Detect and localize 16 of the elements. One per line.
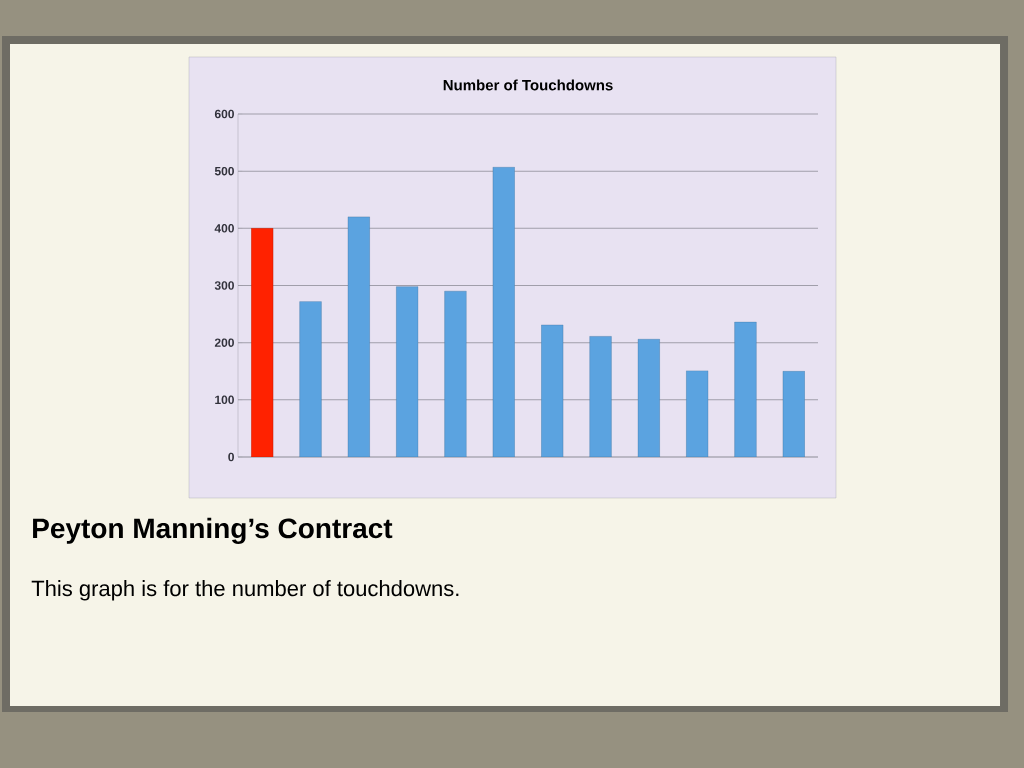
y-tick-label: 500 bbox=[214, 166, 234, 176]
bar bbox=[396, 286, 419, 457]
bar bbox=[637, 339, 660, 457]
y-tick-label: 200 bbox=[214, 338, 234, 347]
y-tick-label: 600 bbox=[214, 109, 234, 119]
y-tick-label: 100 bbox=[215, 395, 234, 405]
y-tick-label: 300 bbox=[214, 281, 234, 290]
bar bbox=[686, 370, 709, 457]
bar bbox=[734, 321, 757, 457]
y-tick-label: 400 bbox=[214, 224, 234, 233]
chart-title: Number of Touchdowns bbox=[443, 79, 613, 91]
bar bbox=[251, 228, 274, 457]
text: This graph is for the number of touchdowns. bbox=[31, 580, 459, 601]
text: Peyton Manning’s Contract bbox=[33, 517, 393, 544]
bar bbox=[299, 301, 322, 457]
y-tick-label: 0 bbox=[228, 452, 234, 462]
